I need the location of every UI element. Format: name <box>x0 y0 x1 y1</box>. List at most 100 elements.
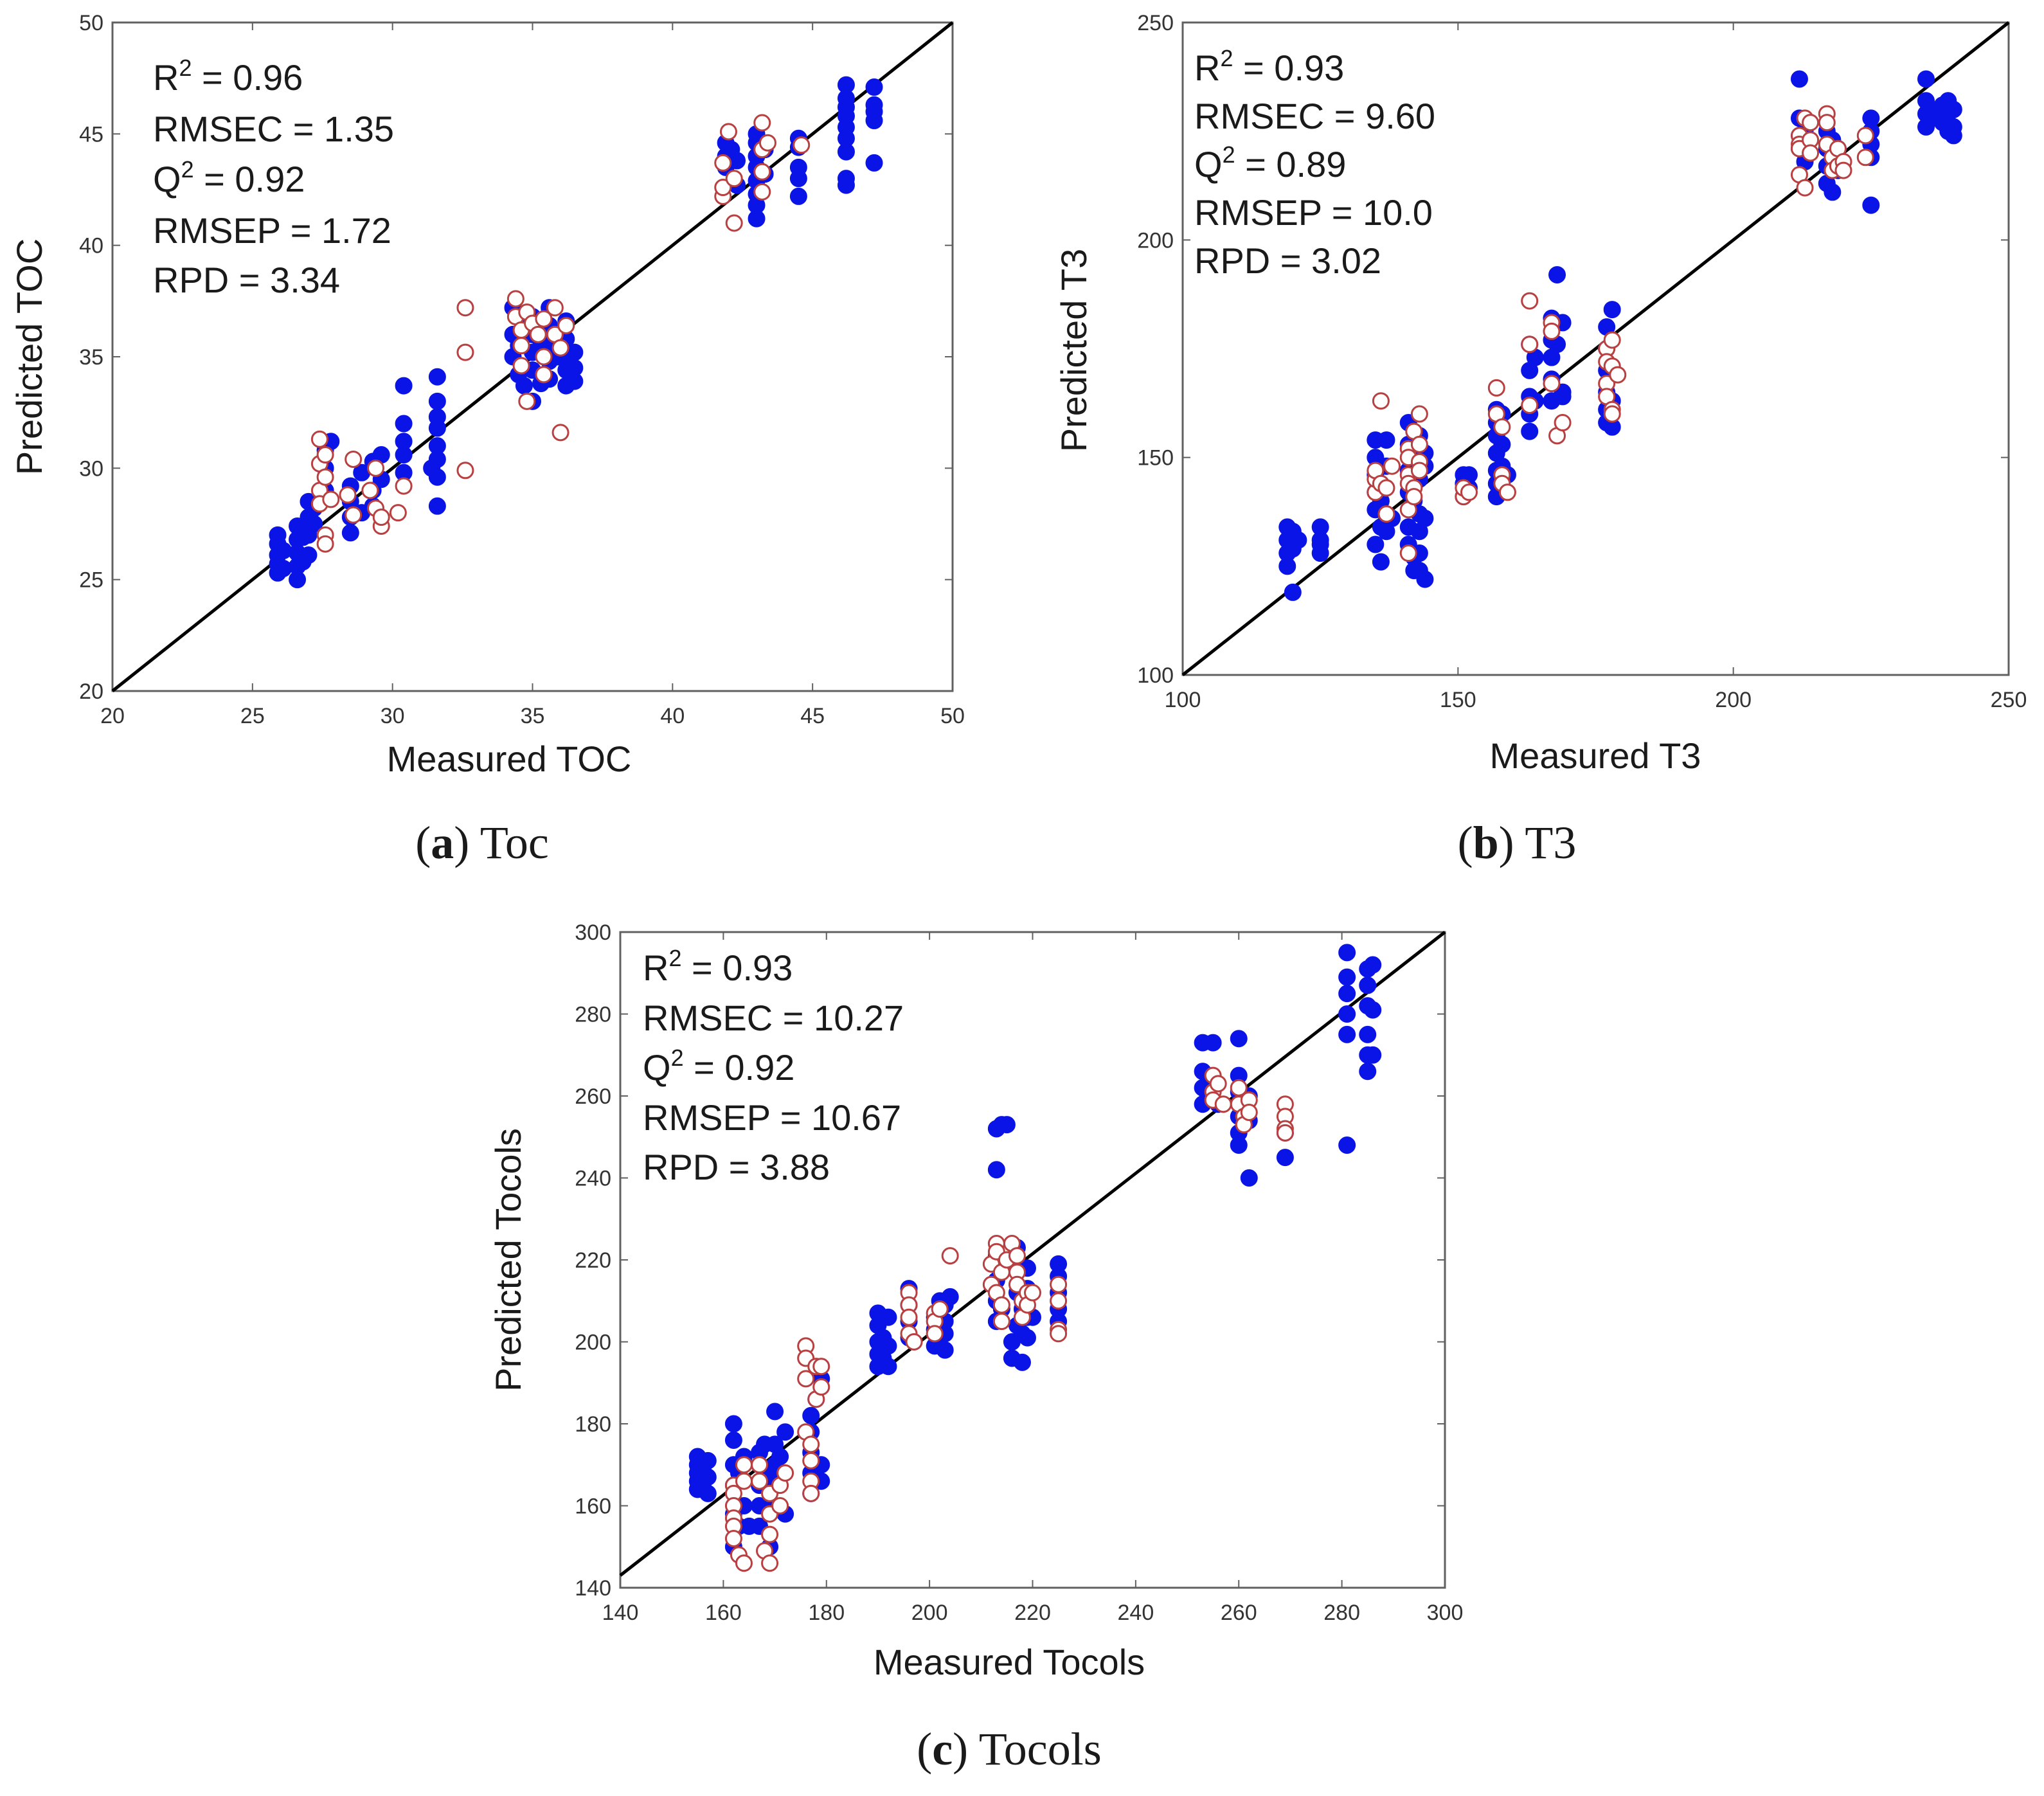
calibration-point <box>1289 531 1307 549</box>
validation-point <box>1410 462 1428 480</box>
calibration-point <box>1018 1329 1036 1347</box>
calibration-point <box>699 1484 717 1502</box>
validation-point <box>1372 392 1390 410</box>
calibration-point <box>699 1451 717 1469</box>
chart-panel-a: 20 25 30 35 40 45 50 20 25 30 35 40 45 50 R2 = 0.96 R… <box>9 11 965 868</box>
calibration-point <box>1311 535 1329 553</box>
validation-point <box>529 325 547 343</box>
calibration-point <box>802 1406 820 1424</box>
stat-rpd: RPD = 3.34 <box>153 260 340 300</box>
validation-point <box>316 446 334 464</box>
validation-point <box>724 1530 742 1547</box>
validation-point <box>802 1435 820 1453</box>
calibration-point <box>1364 1046 1382 1064</box>
validation-point <box>1024 1284 1041 1302</box>
validation-point <box>802 1451 820 1469</box>
validation-point <box>367 459 385 477</box>
validation-point <box>1818 114 1836 132</box>
calibration-point <box>269 526 287 544</box>
y-tick-label: 200 <box>575 1331 611 1355</box>
calibration-point <box>428 368 446 386</box>
validation-point <box>992 1296 1010 1314</box>
calibration-point <box>1359 976 1377 994</box>
calibration-point <box>776 1423 794 1441</box>
validation-point <box>1603 331 1621 349</box>
calibration-point <box>1521 422 1539 440</box>
validation-point <box>758 134 776 152</box>
x-tick-label: 50 <box>940 704 965 728</box>
validation-point <box>812 1358 830 1376</box>
calibration-point <box>1554 388 1572 406</box>
validation-point <box>771 1497 789 1514</box>
validation-point <box>507 290 524 308</box>
validation-point <box>1856 148 1874 166</box>
validation-point <box>1050 1292 1068 1310</box>
validation-point <box>753 114 771 132</box>
calibration-point <box>1311 518 1329 536</box>
validation-point <box>714 179 732 197</box>
calibration-point <box>1364 1001 1382 1019</box>
axis-ticks: 140 160 180 200 220 240 260 280 300 140 160 180 200 2… <box>575 920 1463 1625</box>
validation-point <box>339 486 357 504</box>
validation-point <box>1377 479 1395 497</box>
calibration-point <box>1240 1169 1258 1187</box>
validation-point <box>735 1554 753 1572</box>
validation-point <box>322 490 340 508</box>
validation-point <box>725 170 743 188</box>
calibration-point <box>865 154 883 172</box>
calibration-point <box>1917 70 1935 88</box>
calibration-point <box>699 1468 717 1486</box>
stat-r2: R2 = 0.93 <box>643 945 793 988</box>
y-tick-label: 160 <box>575 1495 611 1519</box>
x-axis-label: Measured Tocols <box>874 1642 1145 1682</box>
y-tick-label: 180 <box>575 1412 611 1437</box>
validation-point <box>941 1247 959 1265</box>
validation-point <box>518 392 536 410</box>
chart-panel-c: 140 160 180 200 220 240 260 280 300 140 160 180 200 2… <box>488 920 1463 1775</box>
validation-point <box>1796 179 1814 197</box>
x-tick-label: 30 <box>381 704 405 728</box>
calibration-point <box>395 415 413 433</box>
calibration-point <box>1377 431 1395 449</box>
caption-letter: c <box>932 1723 953 1775</box>
validation-point <box>1410 405 1428 423</box>
caption-text: Toc <box>480 817 549 868</box>
stat-rmsep: RMSEP = 10.0 <box>1194 192 1433 233</box>
calibration-point <box>428 392 446 410</box>
calibration-point <box>566 359 584 377</box>
stats-box: R2 = 0.93 RMSEC = 9.60 Q2 = 0.89 RMSEP =… <box>1194 45 1435 281</box>
panel-caption: (a) Toc <box>415 817 549 868</box>
stats-box: R2 = 0.96 RMSEC = 1.35 Q2 = 0.92 RMSEP =… <box>153 55 394 300</box>
validation-point <box>316 535 334 553</box>
validation-point <box>551 339 569 357</box>
validation-point <box>551 424 569 442</box>
x-tick-label: 200 <box>1715 688 1752 712</box>
calibration-point <box>1204 1034 1222 1052</box>
x-tick-label: 200 <box>911 1601 948 1625</box>
calibration-point <box>1862 109 1880 127</box>
validation-point <box>797 1370 815 1388</box>
validation-point <box>316 468 334 486</box>
validation-point <box>456 343 474 361</box>
calibration-point <box>771 1448 789 1466</box>
validation-point <box>1383 457 1401 475</box>
x-tick-label: 250 <box>1991 688 2027 712</box>
calibration-point <box>341 524 359 542</box>
calibration-point <box>1338 1136 1356 1154</box>
stat-rpd: RPD = 3.88 <box>643 1147 830 1187</box>
axis-ticks: 20 25 30 35 40 45 50 20 25 30 35 40 45 50 <box>79 11 965 728</box>
calibration-point <box>1944 118 1962 136</box>
y-axis-label: Predicted TOC <box>9 238 49 475</box>
calibration-point <box>1364 956 1382 974</box>
calibration-point <box>1338 1025 1356 1043</box>
calibration-point <box>1790 70 1808 88</box>
calibration-point <box>1013 1353 1031 1371</box>
calibration-point <box>1824 183 1842 201</box>
validation-point <box>535 310 553 328</box>
calibration-point <box>1338 968 1356 986</box>
calibration-point <box>1548 265 1566 283</box>
validation-point <box>753 163 771 181</box>
validation-points <box>1367 105 1874 562</box>
validation-point <box>793 136 811 154</box>
calibration-point <box>879 1337 897 1355</box>
